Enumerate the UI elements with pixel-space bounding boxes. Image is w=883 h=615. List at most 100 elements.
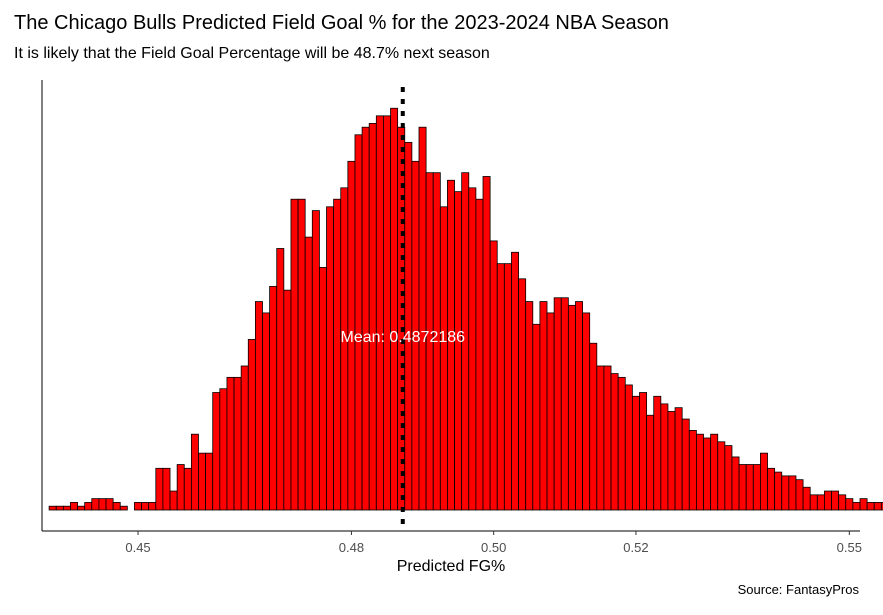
histogram-bar (155, 467, 164, 511)
histogram-bar (226, 376, 235, 511)
histogram-bar (496, 263, 505, 511)
histogram-bar (326, 206, 335, 511)
histogram-bar (688, 430, 697, 511)
histogram-bar (539, 301, 548, 511)
histogram-bar (55, 505, 64, 511)
histogram-bar (311, 210, 320, 511)
histogram-bar (660, 403, 669, 511)
histogram-bar (745, 464, 754, 511)
histogram-bar (290, 198, 299, 511)
histogram-bar (390, 107, 399, 511)
histogram-bar (553, 297, 562, 511)
histogram-bar (489, 240, 498, 511)
histogram-bar (774, 471, 783, 511)
histogram-bar (752, 464, 761, 511)
bars-layer (48, 107, 883, 511)
histogram-bar (511, 251, 519, 511)
histogram-bar (205, 452, 214, 511)
histogram-bar (831, 490, 840, 511)
histogram-bar (176, 464, 185, 511)
histogram-bar (824, 490, 832, 511)
histogram-bar (319, 267, 327, 511)
histogram-bar (375, 115, 384, 511)
histogram-bar (631, 395, 640, 511)
histogram-bar (112, 502, 121, 511)
histogram-bar (91, 498, 100, 511)
histogram-bar (653, 395, 662, 511)
histogram-bar (525, 301, 534, 511)
histogram-bar (468, 187, 477, 511)
histogram-bar (283, 289, 292, 511)
histogram-bar (62, 505, 71, 511)
histogram-bar (681, 418, 690, 511)
histogram-bar (809, 494, 818, 511)
histogram-bar (859, 498, 868, 511)
histogram-bar (190, 433, 199, 511)
histogram-bar (617, 376, 626, 511)
histogram-bar (340, 187, 349, 511)
histogram-bar (667, 411, 676, 511)
mean-label: Mean: 0.4872186 (340, 329, 465, 346)
x-ticks-layer: 0.45 0.48 0.50 0.52 0.55 (125, 531, 862, 555)
x-tick-label: 0.45 (125, 540, 150, 555)
histogram-bar (674, 407, 683, 511)
histogram-bar (582, 312, 591, 511)
histogram-bar (183, 467, 192, 511)
histogram-bar (845, 498, 854, 511)
histogram-bar (48, 505, 57, 511)
histogram-bar (212, 392, 221, 511)
histogram-bar (866, 502, 875, 511)
histogram-bar (703, 437, 712, 511)
histogram-bar (788, 475, 797, 511)
histogram-bar (873, 502, 882, 511)
histogram-bar (610, 373, 619, 511)
histogram-bar (240, 365, 249, 511)
chart-subtitle: It is likely that the Field Goal Percent… (14, 45, 490, 62)
histogram-bar (77, 505, 86, 511)
histogram-bar (646, 414, 655, 511)
histogram-bar (482, 176, 491, 511)
histogram-bar (816, 494, 825, 511)
histogram-bar (169, 490, 178, 511)
histogram-bar (105, 498, 114, 511)
histogram-bar (70, 502, 78, 511)
chart-title: The Chicago Bulls Predicted Field Goal %… (14, 12, 669, 34)
histogram-bar (254, 301, 263, 511)
histogram-bar (162, 467, 171, 511)
histogram-bar (148, 502, 157, 511)
histogram-bar (439, 206, 448, 511)
histogram-bar (518, 278, 527, 511)
histogram-bar (802, 486, 811, 511)
x-axis-title: Predicted FG% (397, 558, 505, 575)
histogram-bar (589, 342, 598, 511)
histogram-bar (767, 467, 776, 511)
histogram-bar (119, 505, 128, 511)
histogram-bar (354, 134, 363, 511)
histogram-bar (84, 502, 93, 511)
histogram-bar (454, 191, 463, 511)
histogram-bar (852, 502, 861, 511)
source-caption: Source: FantasyPros (737, 582, 859, 597)
histogram-bar (575, 301, 583, 511)
histogram-bar (731, 456, 740, 511)
histogram-bar (546, 312, 555, 511)
histogram-bar (247, 339, 256, 511)
histogram-bar (624, 384, 633, 511)
histogram-bar (383, 115, 391, 511)
histogram-bar (304, 236, 313, 511)
histogram-bar (596, 365, 605, 511)
histogram-bar (98, 498, 107, 511)
histogram-bar (269, 285, 278, 511)
histogram-bar (418, 126, 427, 511)
histogram-bar (503, 263, 512, 511)
x-tick-label: 0.48 (339, 540, 364, 555)
histogram-bar (603, 365, 612, 511)
histogram-bar (361, 126, 370, 511)
histogram-bar (760, 452, 768, 511)
x-tick-label: 0.50 (481, 540, 506, 555)
histogram-bar (639, 392, 648, 511)
histogram-bar (724, 445, 733, 511)
histogram-bar (219, 388, 228, 511)
histogram-bar (696, 433, 704, 511)
